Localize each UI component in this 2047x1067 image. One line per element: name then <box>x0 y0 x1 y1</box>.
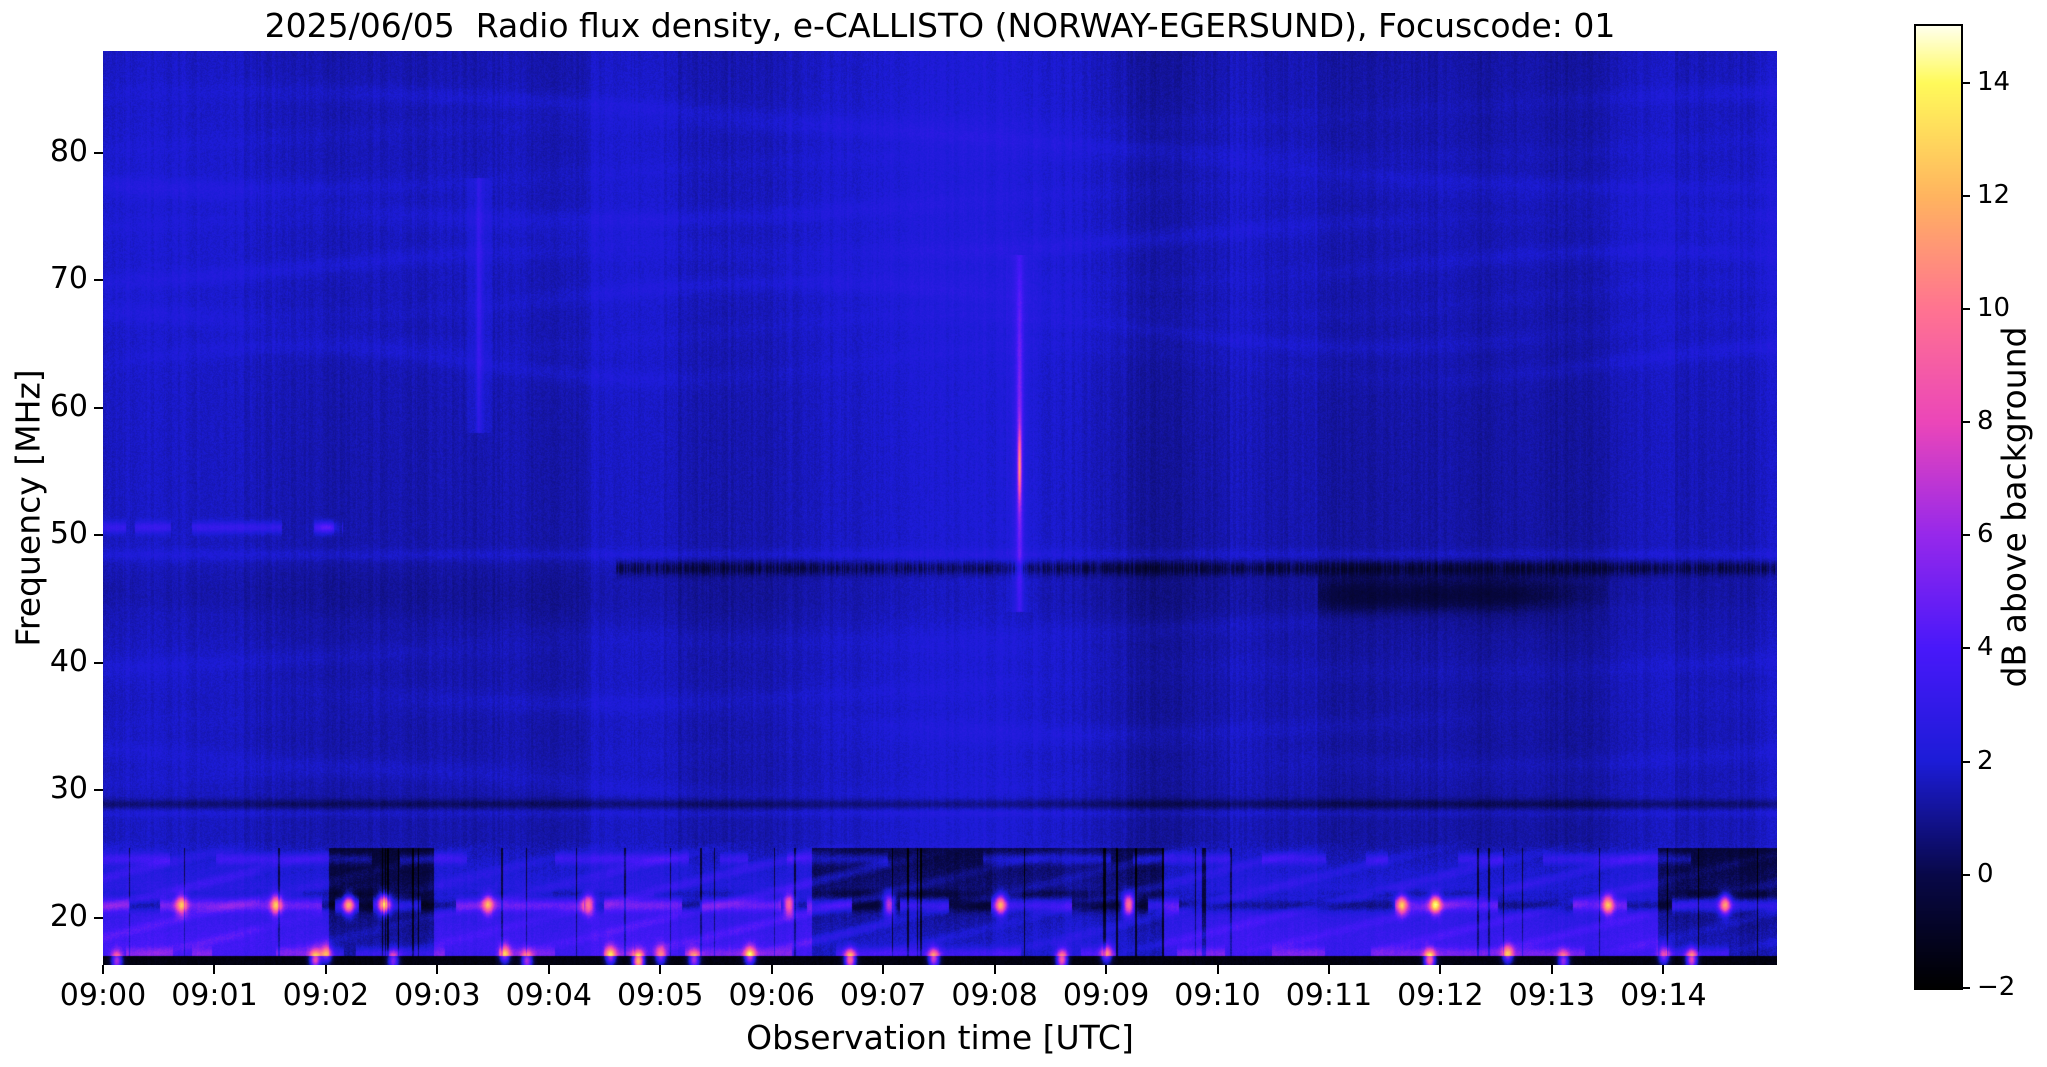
y-tick-label: 70 <box>49 261 88 297</box>
y-tick-label: 50 <box>49 516 88 552</box>
colorbar-tick-mark <box>1961 421 1970 424</box>
x-tick-label: 09:10 <box>1174 978 1261 1013</box>
colorbar-tick-label: 8 <box>1977 406 1994 437</box>
y-tick-mark <box>94 151 103 154</box>
x-tick-mark <box>1105 965 1108 974</box>
colorbar-tick-mark <box>1961 760 1970 763</box>
colorbar-label: dB above background <box>1994 326 2034 688</box>
colorbar-tick-label: −2 <box>1977 972 2016 1002</box>
y-tick-mark <box>94 534 103 537</box>
colorbar-tick-mark <box>1961 647 1970 650</box>
x-tick-mark <box>213 965 216 974</box>
colorbar-tick-mark <box>1961 81 1970 84</box>
chart-title: 2025/06/05 Radio flux density, e-CALLIST… <box>264 6 1616 45</box>
x-tick-label: 09:09 <box>1062 978 1150 1013</box>
x-tick-mark <box>1439 965 1442 974</box>
colorbar-tick-mark <box>1961 307 1970 310</box>
x-tick-mark <box>1550 965 1553 974</box>
x-tick-mark <box>324 965 327 974</box>
y-tick-label: 60 <box>49 388 88 424</box>
colorbar-tick-label: 10 <box>1977 292 2011 323</box>
colorbar-tick-label: 0 <box>1977 858 1994 889</box>
x-tick-mark <box>1216 965 1219 974</box>
colorbar-tick-mark <box>1961 534 1970 537</box>
colorbar-tick-mark <box>1961 194 1970 197</box>
x-tick-mark <box>770 965 773 974</box>
x-tick-label: 09:01 <box>171 978 258 1013</box>
x-tick-mark <box>102 965 104 974</box>
x-tick-mark <box>547 965 550 974</box>
x-tick-mark <box>882 965 885 974</box>
colorbar-tick-label: 4 <box>1977 632 1994 663</box>
x-tick-label: 09:03 <box>394 978 481 1013</box>
y-tick-mark <box>94 279 103 282</box>
x-tick-label: 09:04 <box>505 978 593 1013</box>
y-axis-label: Frequency [MHz] <box>8 369 48 647</box>
x-tick-mark <box>1327 965 1330 974</box>
x-tick-label: 09:12 <box>1397 978 1484 1013</box>
y-tick-label: 30 <box>49 771 88 807</box>
x-tick-label: 09:06 <box>728 978 815 1013</box>
y-tick-mark <box>94 661 103 664</box>
x-tick-mark <box>659 965 662 974</box>
y-tick-mark <box>94 789 103 792</box>
x-tick-mark <box>993 965 996 974</box>
x-tick-label: 09:11 <box>1285 978 1373 1013</box>
colorbar-gradient <box>1916 26 1961 988</box>
colorbar <box>1914 24 1963 990</box>
y-tick-label: 80 <box>49 133 88 169</box>
colorbar-tick-label: 2 <box>1977 745 1994 776</box>
x-tick-label: 09:13 <box>1508 978 1596 1013</box>
x-tick-label: 09:08 <box>951 978 1038 1013</box>
colorbar-tick-label: 14 <box>1977 66 2011 97</box>
y-tick-label: 40 <box>49 643 88 679</box>
y-tick-mark <box>94 406 103 409</box>
x-tick-mark <box>436 965 439 974</box>
colorbar-tick-label: 12 <box>1977 179 2011 210</box>
x-tick-label: 09:00 <box>59 978 147 1013</box>
x-tick-label: 09:05 <box>617 978 704 1013</box>
colorbar-tick-mark <box>1961 873 1970 876</box>
x-axis-label: Observation time [UTC] <box>746 1018 1134 1057</box>
spectrogram-canvas <box>103 51 1777 965</box>
x-tick-mark <box>1662 965 1665 974</box>
colorbar-tick-mark <box>1961 987 1970 989</box>
x-tick-label: 09:14 <box>1620 978 1707 1013</box>
y-tick-label: 20 <box>49 898 88 934</box>
spectrogram-plot-area <box>103 51 1777 965</box>
colorbar-tick-label: 6 <box>1977 519 1994 550</box>
x-tick-label: 09:07 <box>839 978 927 1013</box>
x-tick-label: 09:02 <box>282 978 370 1013</box>
y-tick-mark <box>94 916 103 919</box>
